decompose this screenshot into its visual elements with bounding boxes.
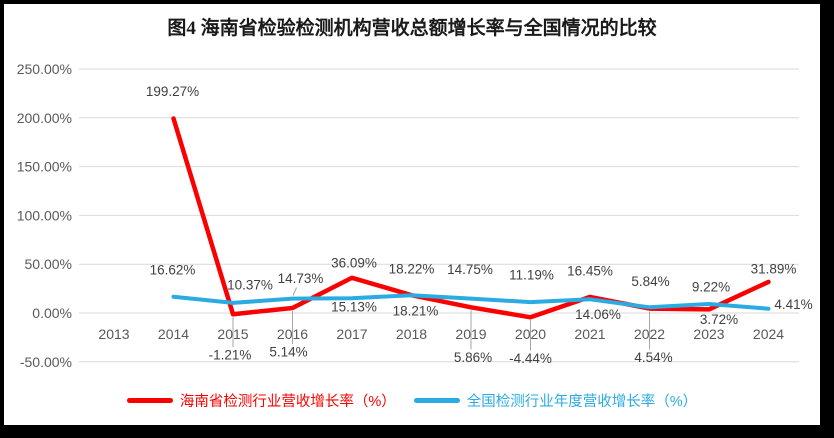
legend-item-hainan: 海南省检测行业营收增长率（%） [126, 390, 396, 411]
legend-label-national: 全国检测行业年度营收增长率（%） [466, 394, 698, 410]
data-point-label: 10.37% [227, 277, 273, 292]
legend-label-hainan: 海南省检测行业营收增长率（%） [179, 394, 396, 410]
y-axis-tick-label: 250.00% [17, 61, 72, 77]
x-axis-tick-label: 2024 [753, 326, 784, 342]
chart-panel: 图4 海南省检验检测机构营收总额增长率与全国情况的比较 250.00% 200.0… [4, 4, 820, 425]
data-point-label: -1.21% [209, 348, 252, 363]
data-point-label: 31.89% [751, 261, 797, 276]
data-point-label: 36.09% [331, 255, 377, 270]
y-axis-tick-label: 100.00% [17, 207, 72, 223]
data-point-label: 4.54% [634, 350, 672, 365]
data-point-label: 5.86% [454, 350, 492, 365]
data-point-label: 14.73% [278, 271, 324, 286]
data-point-label: 18.22% [389, 262, 435, 277]
x-axis-tick-label: 2018 [396, 326, 427, 342]
data-point-label: 14.75% [447, 262, 493, 277]
data-point-label: 199.27% [146, 84, 199, 99]
data-point-label: 18.21% [393, 304, 439, 319]
x-axis-tick-label: 2023 [693, 326, 724, 342]
data-point-label: 11.19% [509, 268, 554, 283]
y-axis-tick-label: 150.00% [17, 159, 72, 175]
data-point-label: -4.44% [509, 351, 552, 366]
series-line-1 [171, 293, 771, 311]
data-point-label: 14.06% [575, 307, 621, 322]
legend-swatch-national-line [413, 398, 460, 403]
y-axis-tick-label: 0.00% [32, 305, 72, 321]
y-axis-tick-label: 50.00% [25, 256, 72, 272]
x-axis-tick-label: 2017 [336, 326, 367, 342]
series-line-0 [171, 116, 771, 320]
data-point-label: 9.22% [692, 280, 730, 295]
chart-legend: 海南省检测行业营收增长率（%） 全国检测行业年度营收增长率（%） [4, 390, 820, 411]
label-leader-line [292, 287, 297, 296]
legend-swatch-hainan-line [126, 398, 173, 403]
data-point-label: 4.41% [774, 297, 812, 312]
legend-item-national: 全国检测行业年度营收增长率（%） [413, 390, 698, 411]
x-axis-tick-label: 2021 [574, 326, 605, 342]
data-point-label: 5.14% [269, 344, 307, 359]
data-point-label: 5.84% [631, 274, 669, 289]
data-point-label: 3.72% [700, 312, 738, 327]
x-axis-tick-label: 2014 [158, 326, 189, 342]
chart-title: 图4 海南省检验检测机构营收总额增长率与全国情况的比较 [167, 18, 657, 39]
line-chart-plot-area: 250.00% 200.00% 150.00% 100.00% 50.00% 0.00% -… [17, 61, 813, 370]
y-axis-tick-label: -50.00% [20, 354, 72, 370]
data-point-label: 16.45% [567, 263, 613, 278]
y-axis-tick-label: 200.00% [17, 110, 72, 126]
x-axis-tick-label: 2013 [98, 326, 129, 342]
data-point-label: 16.62% [150, 262, 196, 277]
data-point-label: 15.13% [331, 300, 377, 315]
